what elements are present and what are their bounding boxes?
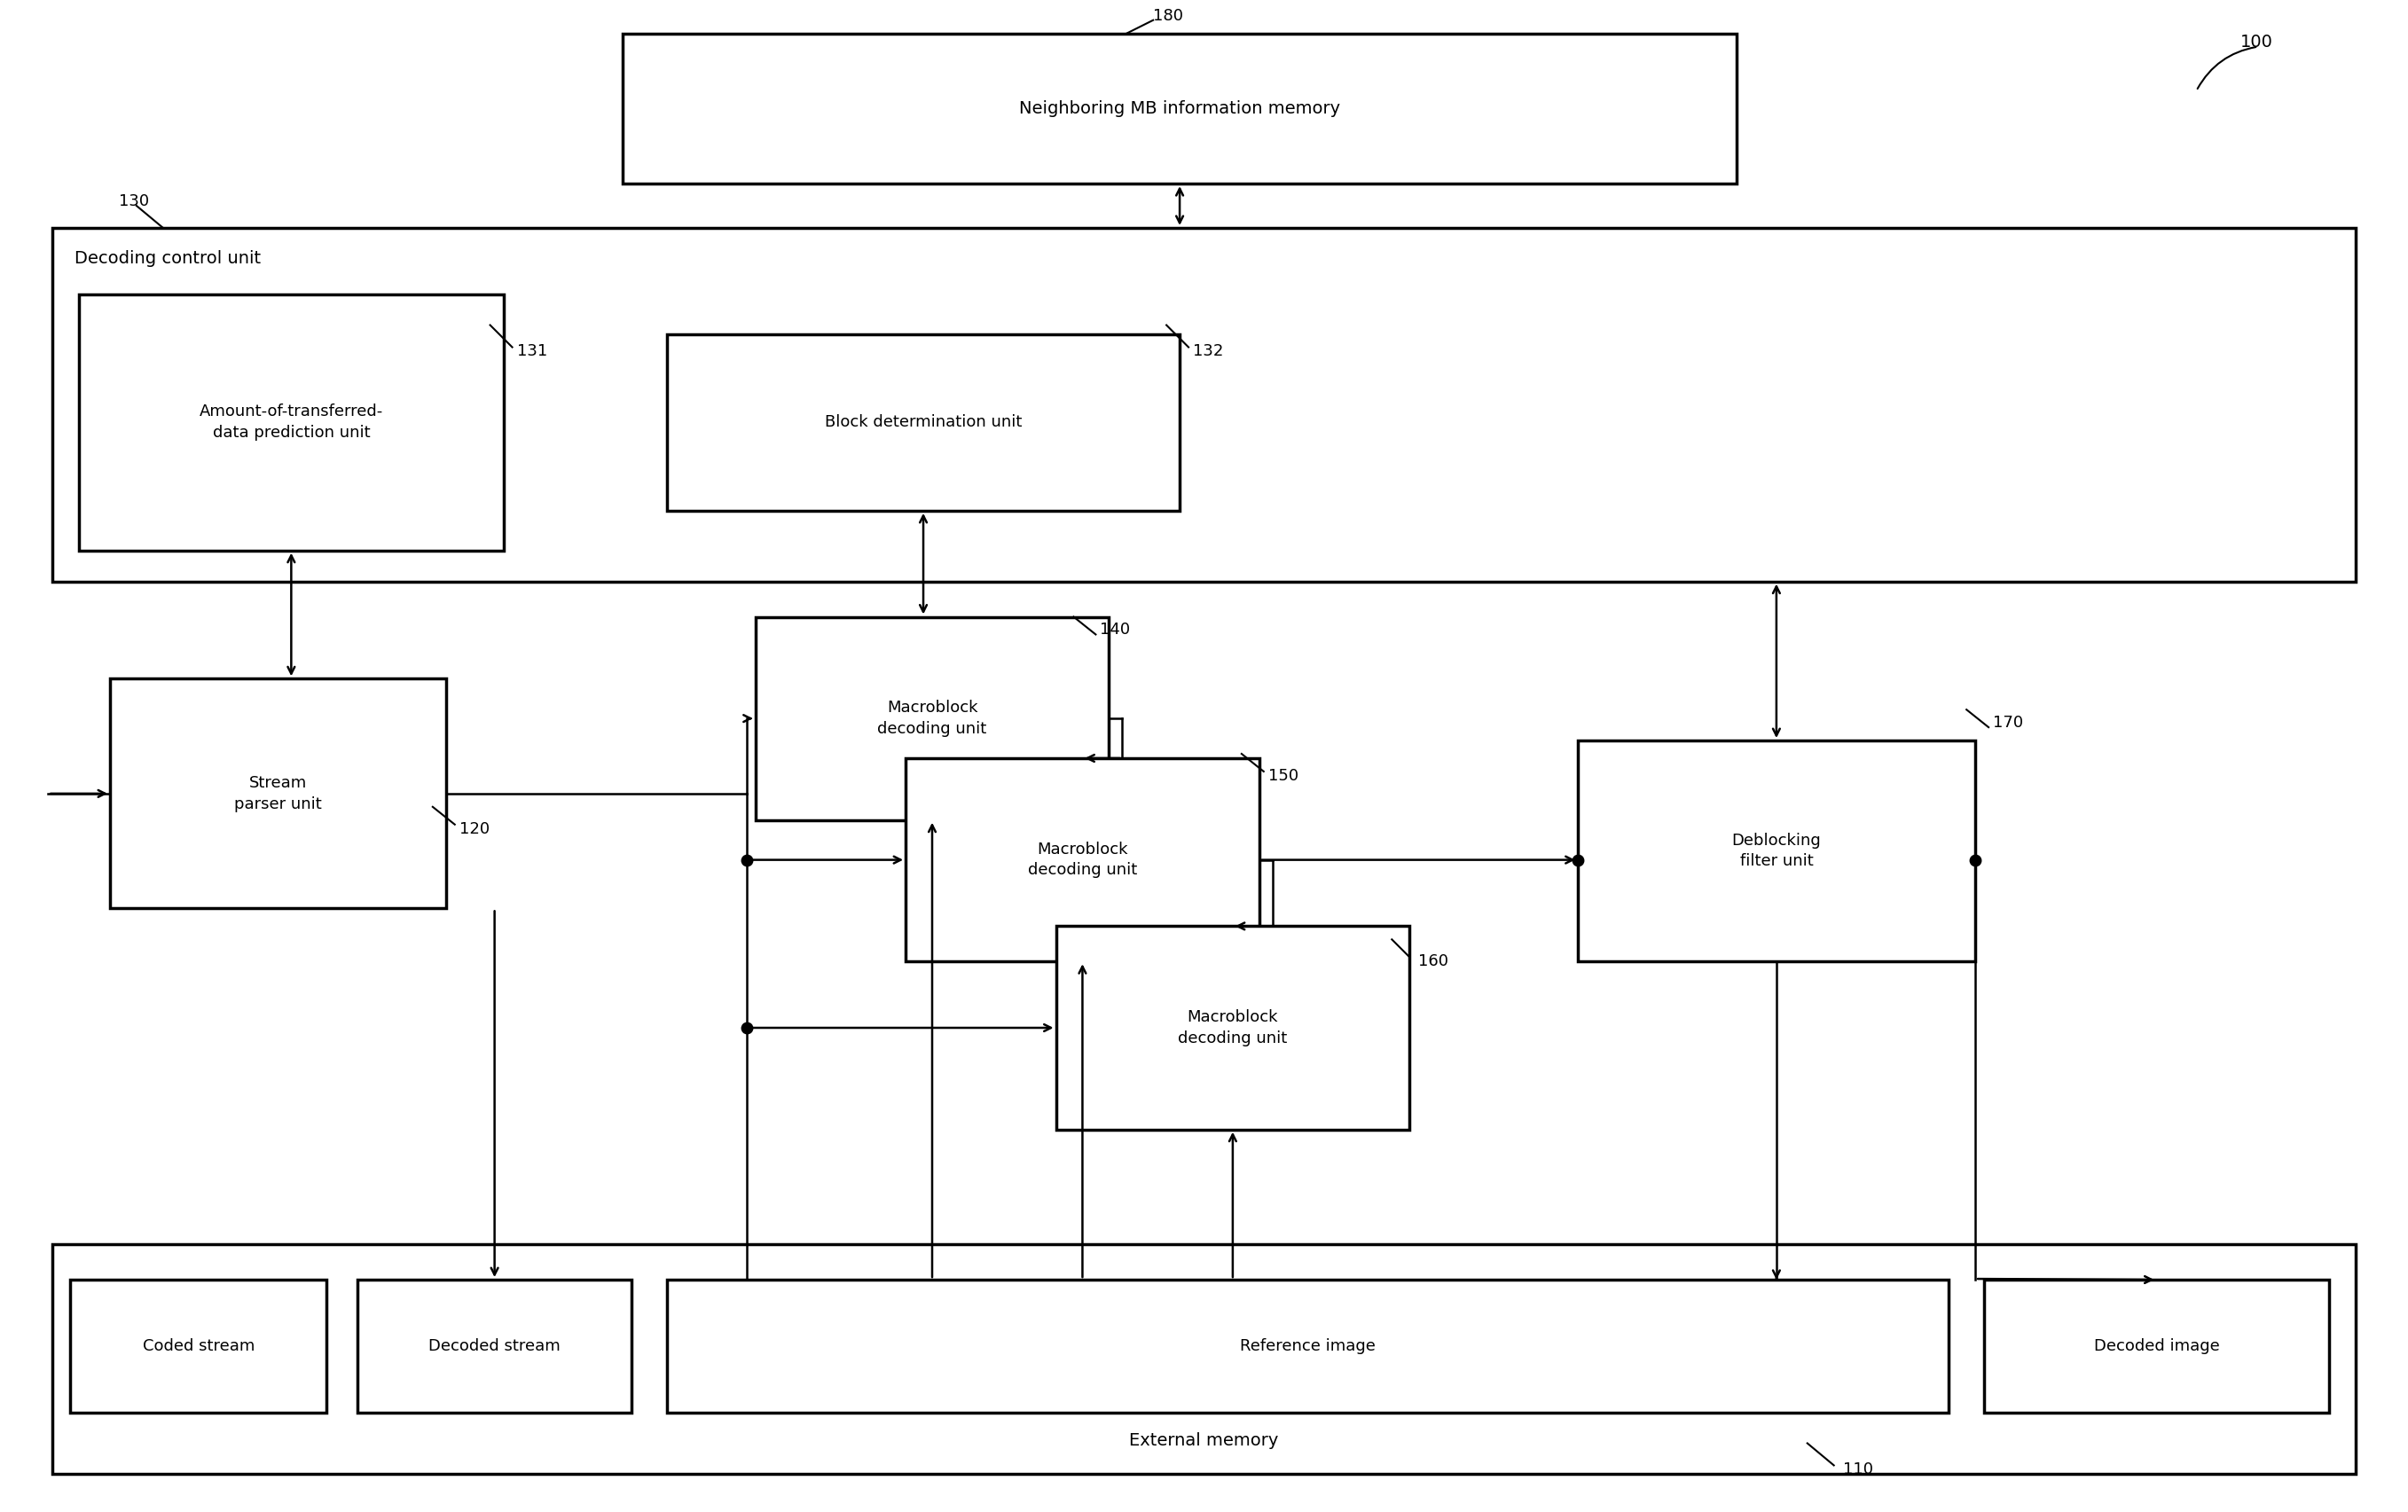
Text: Macroblock
decoding unit: Macroblock decoding unit: [877, 700, 987, 736]
Text: 180: 180: [1153, 8, 1182, 24]
Bar: [1984, 1279, 2329, 1412]
Bar: [111, 679, 445, 909]
Bar: [624, 33, 1736, 183]
Text: External memory: External memory: [1129, 1432, 1279, 1450]
Text: Macroblock
decoding unit: Macroblock decoding unit: [1028, 841, 1137, 878]
Bar: [79, 295, 503, 550]
Text: Decoding control unit: Decoding control unit: [75, 249, 260, 266]
Text: 150: 150: [1269, 768, 1298, 783]
Bar: [667, 334, 1180, 511]
Text: Decoded image: Decoded image: [2093, 1338, 2220, 1353]
Bar: [1577, 741, 1975, 962]
Text: 110: 110: [1842, 1462, 1873, 1477]
Text: 132: 132: [1192, 343, 1223, 360]
Bar: [756, 617, 1110, 820]
Bar: [905, 758, 1259, 962]
Text: 130: 130: [118, 194, 149, 209]
Text: 120: 120: [460, 821, 489, 838]
Text: Decoded stream: Decoded stream: [429, 1338, 561, 1353]
Text: Amount-of-transferred-
data prediction unit: Amount-of-transferred- data prediction u…: [200, 404, 383, 442]
Bar: [70, 1279, 327, 1412]
Text: Coded stream: Coded stream: [142, 1338, 255, 1353]
Text: 170: 170: [1994, 715, 2023, 730]
Bar: [356, 1279, 631, 1412]
Bar: [53, 1244, 2355, 1474]
Text: Stream
parser unit: Stream parser unit: [234, 776, 323, 812]
Text: Deblocking
filter unit: Deblocking filter unit: [1731, 833, 1820, 869]
Text: 131: 131: [518, 343, 547, 360]
Text: Block determination unit: Block determination unit: [824, 414, 1021, 431]
Bar: [1057, 927, 1409, 1129]
Text: Reference image: Reference image: [1240, 1338, 1375, 1353]
Text: Macroblock
decoding unit: Macroblock decoding unit: [1178, 1010, 1288, 1046]
Text: 140: 140: [1100, 621, 1129, 638]
Text: Neighboring MB information memory: Neighboring MB information memory: [1019, 100, 1341, 116]
Text: 160: 160: [1418, 954, 1450, 969]
Bar: [53, 228, 2355, 582]
Bar: [667, 1279, 1948, 1412]
Text: 100: 100: [2239, 33, 2273, 51]
